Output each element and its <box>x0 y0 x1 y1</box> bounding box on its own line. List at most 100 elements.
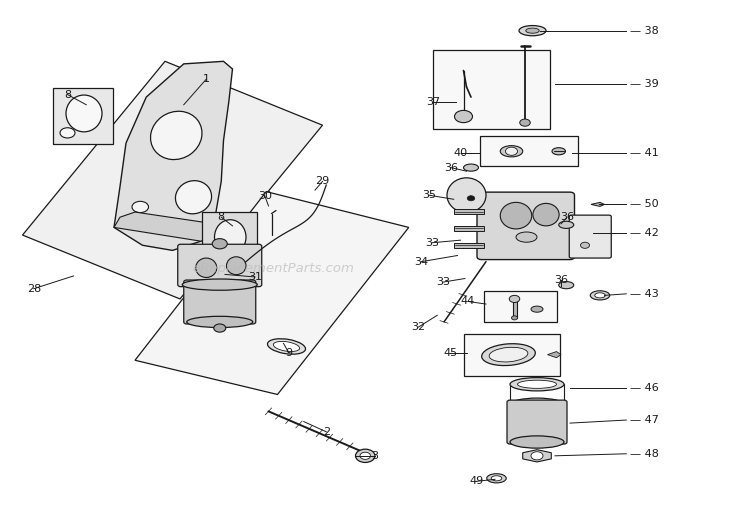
Text: — 48: — 48 <box>630 449 658 459</box>
Text: — 50: — 50 <box>630 199 658 210</box>
FancyBboxPatch shape <box>178 244 262 287</box>
Polygon shape <box>135 192 409 394</box>
Ellipse shape <box>226 257 246 275</box>
Ellipse shape <box>532 203 559 226</box>
Text: — 43: — 43 <box>630 289 658 299</box>
Ellipse shape <box>519 26 546 36</box>
Circle shape <box>580 242 590 248</box>
Ellipse shape <box>559 282 574 289</box>
Ellipse shape <box>590 291 610 300</box>
Text: 1: 1 <box>202 74 210 84</box>
Polygon shape <box>523 450 551 462</box>
Bar <box>433 50 550 129</box>
Circle shape <box>360 452 370 459</box>
Text: — 46: — 46 <box>630 383 658 393</box>
Circle shape <box>520 119 530 126</box>
Text: 28: 28 <box>27 284 40 294</box>
Text: 36: 36 <box>444 162 458 173</box>
FancyBboxPatch shape <box>477 192 574 260</box>
Bar <box>480 136 578 166</box>
FancyBboxPatch shape <box>569 215 611 258</box>
Ellipse shape <box>214 220 246 254</box>
Circle shape <box>531 452 543 460</box>
Ellipse shape <box>500 146 523 157</box>
Text: — 47: — 47 <box>630 415 658 425</box>
Text: 45: 45 <box>443 347 457 358</box>
Polygon shape <box>22 61 322 299</box>
Text: 33: 33 <box>425 238 439 248</box>
Bar <box>454 210 484 214</box>
Ellipse shape <box>518 380 556 388</box>
Ellipse shape <box>510 378 564 391</box>
Text: 40: 40 <box>454 148 467 158</box>
Text: 9: 9 <box>285 347 292 358</box>
Bar <box>464 334 560 376</box>
Text: 36: 36 <box>554 275 568 285</box>
Text: 37: 37 <box>427 97 440 107</box>
Ellipse shape <box>531 306 543 312</box>
Text: 3: 3 <box>371 451 379 461</box>
Circle shape <box>214 324 226 332</box>
Ellipse shape <box>595 293 605 298</box>
Ellipse shape <box>268 339 305 354</box>
Text: 36: 36 <box>560 212 574 222</box>
Ellipse shape <box>510 436 564 448</box>
Ellipse shape <box>66 95 102 132</box>
Ellipse shape <box>196 258 217 277</box>
FancyBboxPatch shape <box>507 400 567 444</box>
Text: 49: 49 <box>470 476 483 486</box>
Text: 33: 33 <box>436 277 450 287</box>
Ellipse shape <box>273 341 300 352</box>
Ellipse shape <box>500 202 532 229</box>
Polygon shape <box>202 212 256 264</box>
Polygon shape <box>548 352 561 358</box>
Ellipse shape <box>182 279 257 290</box>
Circle shape <box>454 110 472 123</box>
Bar <box>484 291 557 322</box>
Ellipse shape <box>464 164 478 171</box>
Polygon shape <box>53 88 112 144</box>
Circle shape <box>467 196 475 201</box>
Bar <box>454 243 484 247</box>
Ellipse shape <box>559 221 574 228</box>
Text: 30: 30 <box>258 191 272 201</box>
Text: 8: 8 <box>217 212 225 222</box>
Ellipse shape <box>447 178 486 213</box>
Ellipse shape <box>151 111 202 159</box>
Circle shape <box>506 147 518 155</box>
Text: 32: 32 <box>412 322 425 332</box>
Circle shape <box>212 239 227 249</box>
Circle shape <box>509 295 520 303</box>
Ellipse shape <box>510 398 564 411</box>
Polygon shape <box>591 202 604 206</box>
Ellipse shape <box>176 181 211 214</box>
Text: 2: 2 <box>322 427 330 437</box>
Text: — 42: — 42 <box>630 227 658 238</box>
Ellipse shape <box>487 474 506 483</box>
Polygon shape <box>114 212 221 241</box>
Text: — 39: — 39 <box>630 79 658 89</box>
Ellipse shape <box>552 148 566 155</box>
Ellipse shape <box>489 347 528 362</box>
FancyBboxPatch shape <box>184 280 256 324</box>
Ellipse shape <box>482 344 536 365</box>
Polygon shape <box>114 61 232 250</box>
Circle shape <box>132 201 148 213</box>
Text: eReplacementParts.com: eReplacementParts.com <box>193 262 355 275</box>
Text: 31: 31 <box>248 272 262 282</box>
Text: 34: 34 <box>415 257 428 267</box>
Bar <box>454 226 484 230</box>
Text: 29: 29 <box>315 176 330 187</box>
Bar <box>513 299 517 318</box>
Text: 8: 8 <box>64 89 71 100</box>
Ellipse shape <box>516 232 537 242</box>
Ellipse shape <box>526 28 539 33</box>
Text: 35: 35 <box>422 190 436 200</box>
Circle shape <box>60 128 75 138</box>
Circle shape <box>356 449 375 462</box>
Ellipse shape <box>187 316 253 328</box>
Text: — 38: — 38 <box>630 26 658 36</box>
Ellipse shape <box>491 476 502 481</box>
Text: — 41: — 41 <box>630 148 658 158</box>
Text: 44: 44 <box>460 296 476 307</box>
